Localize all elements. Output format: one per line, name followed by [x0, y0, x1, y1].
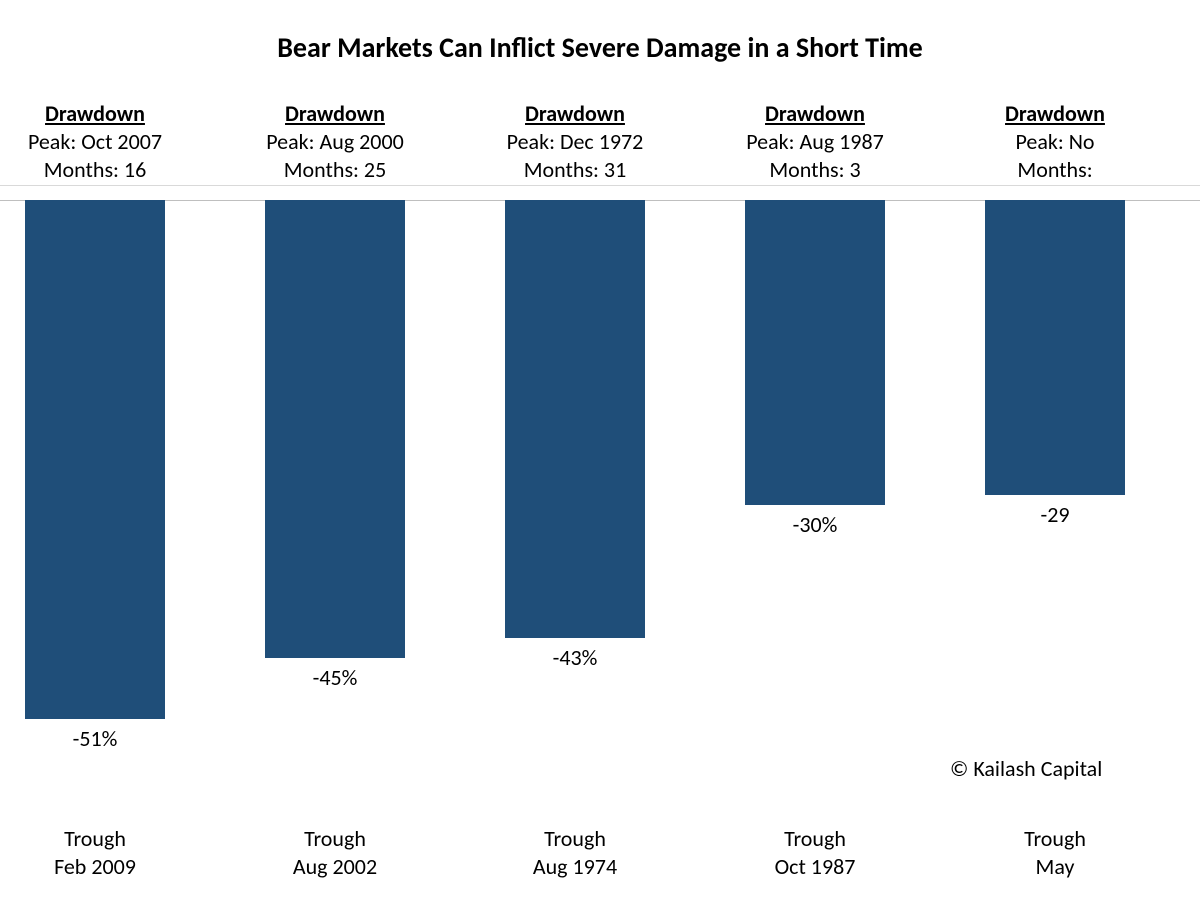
months-line: Months: 16 — [44, 156, 146, 183]
column-header: Drawdown Peak: Dec 1972 Months: 31 — [460, 100, 690, 184]
months-line: Months: 25 — [284, 156, 386, 183]
drawdown-bar — [985, 200, 1125, 495]
trough-label: Trough Feb 2009 — [0, 825, 210, 881]
peak-line: Peak: No — [1015, 128, 1094, 155]
drawdown-label: Drawdown — [45, 100, 145, 127]
months-line: Months: 3 — [769, 156, 860, 183]
column-header: Drawdown Peak: No Months: — [940, 100, 1170, 184]
trough-label: Trough Aug 2002 — [220, 825, 450, 881]
drawdown-label: Drawdown — [1005, 100, 1105, 127]
drawdown-bar — [505, 200, 645, 638]
column-header: Drawdown Peak: Oct 2007 Months: 16 — [0, 100, 210, 184]
drawdown-column: Drawdown Peak: Aug 2000 Months: 25 -45% … — [220, 0, 450, 900]
value-label: -43% — [460, 644, 690, 671]
months-line: Months: 31 — [524, 156, 626, 183]
drawdown-column: Drawdown Peak: Oct 2007 Months: 16 -51% … — [0, 0, 210, 900]
trough-label: Trough Aug 1974 — [460, 825, 690, 881]
drawdown-column: Drawdown Peak: Aug 1987 Months: 3 -30% T… — [700, 0, 930, 900]
drawdown-bar — [25, 200, 165, 719]
trough-label: Trough Oct 1987 — [700, 825, 930, 881]
drawdown-label: Drawdown — [525, 100, 625, 127]
trough-label: Trough May — [940, 825, 1170, 881]
drawdown-bar — [265, 200, 405, 658]
column-header: Drawdown Peak: Aug 2000 Months: 25 — [220, 100, 450, 184]
value-label: -51% — [0, 725, 210, 752]
peak-line: Peak: Aug 1987 — [746, 128, 884, 155]
column-header: Drawdown Peak: Aug 1987 Months: 3 — [700, 100, 930, 184]
peak-line: Peak: Aug 2000 — [266, 128, 404, 155]
bear-markets-chart: Bear Markets Can Inflict Severe Damage i… — [0, 0, 1200, 900]
value-label: -29 — [940, 501, 1170, 528]
drawdown-label: Drawdown — [285, 100, 385, 127]
months-line: Months: — [1017, 156, 1092, 183]
copyright-text: © Kailash Capital — [950, 755, 1102, 782]
peak-line: Peak: Oct 2007 — [28, 128, 162, 155]
value-label: -45% — [220, 664, 450, 691]
drawdown-label: Drawdown — [765, 100, 865, 127]
drawdown-column: Drawdown Peak: Dec 1972 Months: 31 -43% … — [460, 0, 690, 900]
peak-line: Peak: Dec 1972 — [507, 128, 644, 155]
value-label: -30% — [700, 511, 930, 538]
drawdown-bar — [745, 200, 885, 505]
